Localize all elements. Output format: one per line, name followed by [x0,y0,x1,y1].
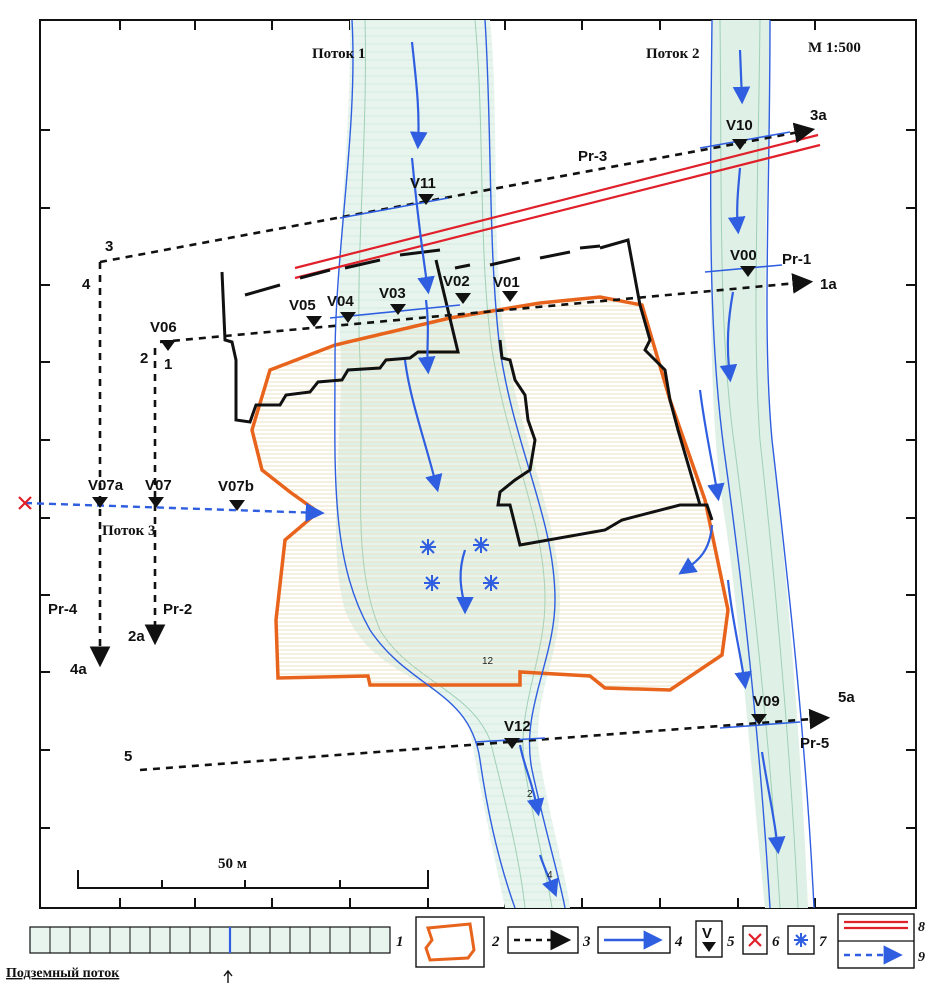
profile-end-2: 2 [140,350,148,367]
stream-3-line [24,501,325,523]
point-label-v06: V06 [150,319,177,336]
legend-num-8: 8 [918,920,925,935]
profile-end-3: 3 [105,238,113,255]
legend-num-6: 6 [772,934,780,950]
building-outlines [220,238,714,547]
legend-source-x-icon [748,933,762,947]
contour-label-12: 12 [482,656,494,667]
legend-marker-letter: V [702,925,712,942]
profile-end-5: 5 [124,748,132,765]
scale-bar [77,870,429,889]
point-label-v07: V07 [145,477,172,494]
stream-3-source-icon [18,496,32,510]
profile-lines [89,122,831,772]
point-label-v05: V05 [289,297,316,314]
legend-num-5: 5 [727,934,735,950]
legend-underground-flow-label: Подземный поток [6,966,120,981]
legend-up-arrow-icon [223,969,233,983]
flow-arrows [403,41,786,898]
point-label-v07b: V07b [218,478,254,495]
profile-end-4a: 4a [70,661,87,678]
point-label-v03: V03 [379,285,406,302]
point-label-v12: V12 [504,718,531,735]
point-label-v09: V09 [753,693,780,710]
point-label-v10: V10 [726,117,753,134]
point-label-v00: V00 [730,247,757,264]
area-boundary [250,295,730,692]
point-label-v02: V02 [443,273,470,290]
frame-ticks [40,20,916,908]
legend-point-marker-icon [702,942,716,952]
legend-box-7 [787,925,815,955]
profile-end-5a: 5a [838,689,855,706]
stream-3-label: Поток 3 [102,523,156,539]
point-label-v07a: V07a [88,477,124,494]
scale-bar-label: 50 м [218,856,247,872]
point-label-v04: V04 [327,293,354,310]
profile-end-2a: 2a [128,628,145,645]
legend-num-7: 7 [819,934,827,950]
profile-end-1a: 1a [820,276,837,293]
contour-label-2: 2 [527,789,533,800]
point-label-v01: V01 [493,274,520,291]
legend-road-icon [844,920,908,930]
profile-end-1: 1 [164,356,172,373]
profile-end-4: 4 [82,276,91,293]
profile-label-pr3: Pr-3 [578,148,607,165]
profile-end-3a: 3a [810,107,827,124]
contour-label-4: 4 [547,870,553,881]
stream-2-label: Поток 2 [646,46,700,62]
profile-label-pr1: Pr-1 [782,251,811,268]
legend-num-9: 9 [918,950,925,965]
spring-icons [420,537,499,591]
legend-num-1: 1 [396,934,404,950]
legend-spring-icon [794,933,808,947]
map-scale: М 1:500 [808,40,861,56]
point-markers [92,139,767,749]
legend-num-3: 3 [582,934,591,950]
profile-label-pr2: Pr-2 [163,601,192,618]
legend-num-4: 4 [674,934,683,950]
legend-bar-dividers [49,927,371,953]
point-label-v11: V11 [410,175,436,192]
profile-label-pr4: Pr-4 [48,601,78,618]
road-lines [294,133,821,280]
stream-1-label: Поток 1 [312,46,366,62]
legend: 1 Подземный поток 2 3 4 V 5 6 7 8 [6,913,925,983]
legend-boundary-icon [424,922,476,962]
profile-label-pr5: Pr-5 [800,735,829,752]
legend-num-2: 2 [491,934,500,950]
